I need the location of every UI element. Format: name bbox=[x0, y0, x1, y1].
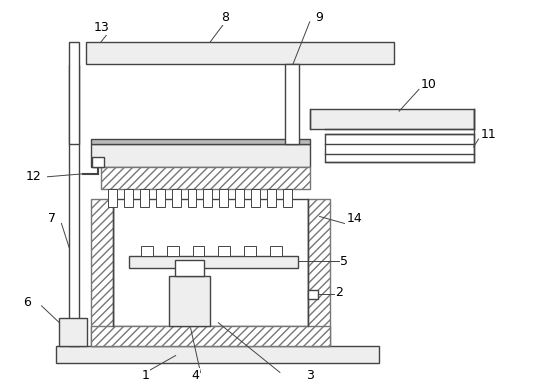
Bar bbox=[169, 276, 210, 326]
Bar bbox=[101, 167, 310, 189]
Bar bbox=[308, 199, 329, 345]
Bar bbox=[129, 256, 298, 268]
Bar bbox=[244, 246, 256, 256]
Bar bbox=[69, 42, 80, 144]
Bar bbox=[285, 64, 299, 144]
Bar bbox=[270, 246, 282, 256]
Bar bbox=[175, 260, 205, 276]
Bar bbox=[91, 199, 113, 345]
Text: 14: 14 bbox=[347, 212, 362, 225]
Bar bbox=[141, 246, 153, 256]
Text: 3: 3 bbox=[306, 369, 313, 382]
Text: 7: 7 bbox=[48, 212, 56, 225]
Bar bbox=[156, 189, 164, 206]
Text: 6: 6 bbox=[23, 296, 30, 309]
Text: 9: 9 bbox=[316, 11, 324, 25]
Bar bbox=[91, 326, 329, 345]
Bar bbox=[57, 345, 379, 363]
Text: 11: 11 bbox=[481, 128, 496, 141]
Text: 12: 12 bbox=[26, 170, 42, 183]
Text: 8: 8 bbox=[221, 11, 229, 25]
Bar bbox=[91, 144, 310, 167]
Bar bbox=[251, 189, 260, 206]
Bar bbox=[187, 189, 197, 206]
Bar bbox=[140, 189, 149, 206]
Bar bbox=[124, 189, 133, 206]
Bar bbox=[283, 189, 292, 206]
Bar bbox=[91, 139, 310, 144]
Bar bbox=[87, 42, 394, 64]
Bar bbox=[108, 189, 117, 206]
Bar bbox=[310, 109, 474, 129]
Bar bbox=[203, 189, 213, 206]
Text: 5: 5 bbox=[341, 255, 349, 268]
Bar bbox=[325, 134, 474, 162]
Text: 4: 4 bbox=[192, 369, 199, 382]
Bar bbox=[59, 318, 87, 345]
Text: 13: 13 bbox=[93, 21, 109, 34]
Bar bbox=[218, 246, 230, 256]
Bar bbox=[193, 246, 205, 256]
Bar bbox=[167, 246, 178, 256]
Bar bbox=[171, 189, 180, 206]
Bar bbox=[92, 157, 104, 167]
Bar bbox=[308, 290, 318, 299]
Text: 1: 1 bbox=[142, 369, 150, 382]
Text: 2: 2 bbox=[335, 286, 343, 300]
Text: 10: 10 bbox=[421, 78, 437, 91]
Bar bbox=[219, 189, 228, 206]
Bar bbox=[267, 189, 276, 206]
Bar bbox=[113, 199, 308, 326]
Bar bbox=[69, 65, 80, 345]
Bar bbox=[235, 189, 244, 206]
